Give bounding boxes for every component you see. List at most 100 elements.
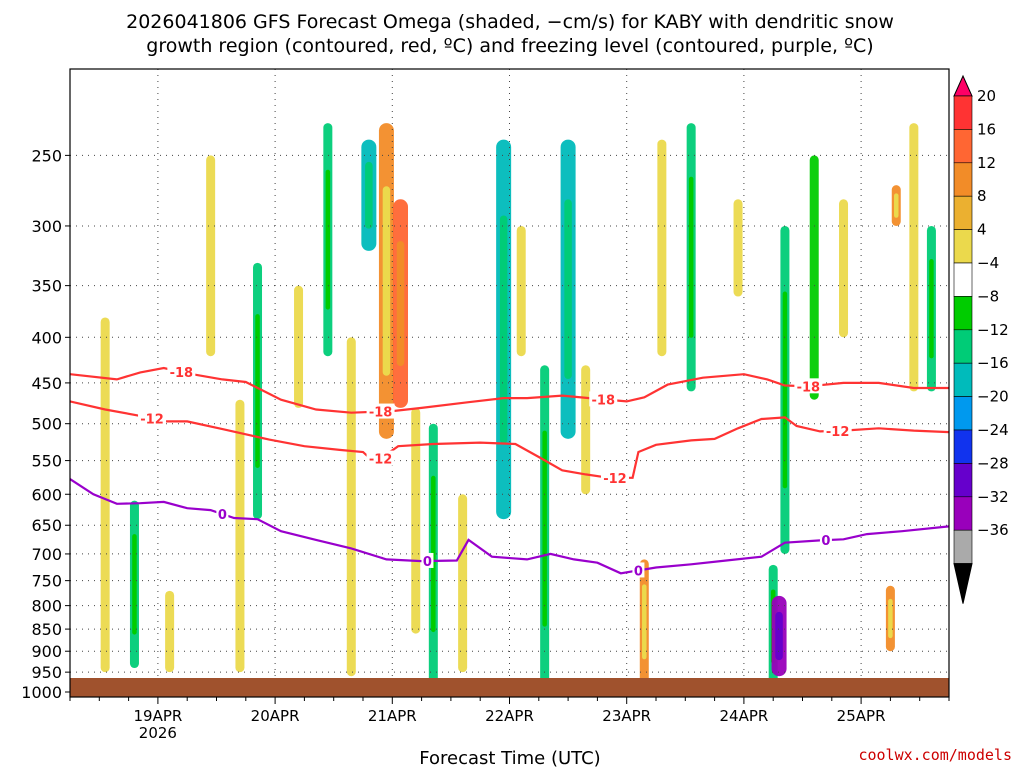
omega-cell-core-7 <box>325 169 331 310</box>
y-tick-label-600: 600 <box>31 485 62 504</box>
credit-text: coolwx.com/models <box>858 746 1012 764</box>
colorbar-swatch-13 <box>953 496 973 531</box>
contour-label-zero-c-bg <box>632 562 645 578</box>
colorbar-swatch-4 <box>953 195 973 230</box>
colorbar-label-12: −32 <box>977 488 1009 506</box>
colorbar-label-5: −4 <box>977 254 999 272</box>
y-tick-label-350: 350 <box>31 277 62 296</box>
omega-cell-16 <box>516 225 526 357</box>
y-tick-label-700: 700 <box>31 545 62 564</box>
x-tick-year-label: 2026 <box>139 724 177 742</box>
y-tick-label-300: 300 <box>31 217 62 236</box>
omega-cell-12 <box>411 407 421 634</box>
colorbar-label-8: −16 <box>977 354 1009 372</box>
colorbar-swatch-1 <box>953 95 973 130</box>
colorbar-label-1: 16 <box>977 120 996 138</box>
y-tick-label-550: 550 <box>31 452 62 471</box>
contour-freezing-level <box>70 478 949 575</box>
x-tick-label-1: 20APR <box>251 707 300 725</box>
omega-cell-27 <box>809 155 819 400</box>
omega-cell-8 <box>346 337 356 677</box>
y-tick-label-500: 500 <box>31 415 62 434</box>
omega-cell-6 <box>294 285 304 408</box>
omega-cell-core-11 <box>396 240 405 367</box>
contour-label-zero-d-bg <box>819 532 832 548</box>
colorbar-swatch-6 <box>953 262 973 297</box>
contour-label-m18-b: -18 <box>369 406 393 421</box>
x-tick-label-6: 25APR <box>837 707 886 725</box>
omega-cell-core-30 <box>894 193 899 218</box>
contour-label-m12-d: -12 <box>826 425 850 440</box>
contour-label-m12-b: -12 <box>369 453 393 468</box>
omega-cell-core-22 <box>688 176 694 338</box>
contour-label-m12-b-bg <box>366 450 395 466</box>
omega-cell-core-32 <box>929 259 934 359</box>
contour-label-zero-b-bg <box>421 552 434 568</box>
colorbar-bottom-arrow <box>953 563 973 604</box>
chart-title-line-1: 2026041806 GFS Forecast Omega (shaded, −… <box>126 11 894 33</box>
omega-cell-3 <box>206 155 216 357</box>
y-tick-label-850: 850 <box>31 620 62 639</box>
omega-cell-core-25 <box>775 611 783 661</box>
contour-label-zero-c: 0 <box>634 564 643 579</box>
omega-cell-core-10 <box>382 186 391 376</box>
colorbar-label-7: −12 <box>977 321 1009 339</box>
y-tick-label-750: 750 <box>31 572 62 591</box>
x-tick-label-2: 21APR <box>368 707 417 725</box>
contour-label-m18-c: -18 <box>592 393 616 408</box>
colorbar-label-9: −20 <box>977 388 1009 406</box>
contour-label-m18-a: -18 <box>170 366 194 381</box>
omega-cell-core-20 <box>642 584 647 660</box>
omega-cell-core-18 <box>564 199 572 380</box>
contour-label-zero-a: 0 <box>218 508 227 523</box>
y-tick-label-800: 800 <box>31 597 62 616</box>
colorbar-label-3: 8 <box>977 187 987 205</box>
colorbar-label-11: −28 <box>977 454 1009 472</box>
colorbar-swatch-14 <box>953 529 973 564</box>
colorbar-swatch-12 <box>953 463 973 498</box>
omega-cell-4 <box>235 399 245 673</box>
colorbar-label-4: 4 <box>977 221 987 239</box>
y-tick-label-900: 900 <box>31 642 62 661</box>
colorbar-top-arrow <box>953 74 973 97</box>
contour-label-m12-a: -12 <box>140 413 164 428</box>
contour-minus12 <box>70 400 949 479</box>
colorbar-label-2: 12 <box>977 154 996 172</box>
colorbar-swatch-2 <box>953 129 973 164</box>
contour-label-zero-d: 0 <box>821 534 830 549</box>
chart-title-line-2: growth region (contoured, red, ºC) and f… <box>146 35 873 57</box>
contour-label-m18-d-bg <box>794 378 823 394</box>
ground-band <box>70 678 949 697</box>
omega-cell-0 <box>100 317 110 673</box>
contour-label-zero-a-bg <box>216 506 229 522</box>
omega-cell-2 <box>165 590 175 673</box>
omega-cell-31 <box>909 123 919 392</box>
contours: -18 -12 -18 -12 -18 -12 -12 -18 0 0 0 0 <box>70 363 949 579</box>
contour-label-m12-c: -12 <box>603 472 627 487</box>
x-tick-label-4: 23APR <box>602 707 651 725</box>
contour-minus18 <box>70 366 949 414</box>
contour-label-m18-c-bg <box>589 391 618 407</box>
contour-label-zero-b: 0 <box>423 555 432 570</box>
x-tick-label-3: 22APR <box>485 707 534 725</box>
y-tick-label-450: 450 <box>31 374 62 393</box>
omega-cell-core-1 <box>132 534 137 635</box>
x-axis-label: Forecast Time (UTC) <box>419 748 600 768</box>
omega-cell-28 <box>839 199 849 338</box>
y-tick-label-250: 250 <box>31 146 62 165</box>
omega-cell-core-9 <box>365 161 373 229</box>
omega-cell-21 <box>657 139 667 357</box>
y-tick-label-1000: 1000 <box>21 683 62 702</box>
colorbar-label-6: −8 <box>977 287 999 305</box>
y-tick-label-650: 650 <box>31 516 62 535</box>
contour-label-m12-c-bg <box>600 469 629 485</box>
omega-cell-core-5 <box>255 314 260 468</box>
contour-label-m18-b-bg <box>366 403 395 419</box>
colorbar-label-0: 20 <box>977 87 996 105</box>
omega-cell-core-26 <box>782 291 788 489</box>
contour-label-m18-a-bg <box>167 363 196 379</box>
contour-label-m12-d-bg <box>823 422 852 438</box>
omega-cell-23 <box>733 199 743 297</box>
